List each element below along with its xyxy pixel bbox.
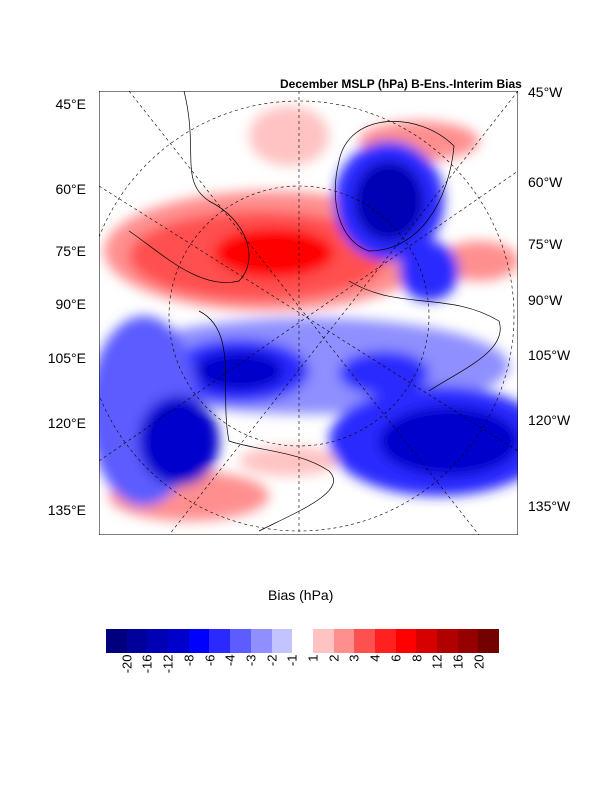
latitude-label-left: 135°E xyxy=(47,502,86,518)
latitude-label-left: 45°E xyxy=(55,96,86,112)
longitude-label-right: 90°W xyxy=(528,292,563,308)
latitude-label-left: 105°E xyxy=(47,350,86,366)
longitude-label-right: 75°W xyxy=(528,236,563,252)
colorbar-tick-label: -4 xyxy=(222,654,238,667)
latitude-label-left: 120°E xyxy=(47,415,86,431)
colorbar-swatch xyxy=(374,629,396,653)
colorbar-swatch xyxy=(292,629,313,653)
longitude-label-right: 105°W xyxy=(528,347,571,363)
colorbar-swatch xyxy=(437,629,458,653)
colorbar-swatch xyxy=(457,629,479,653)
colorbar-tick-label: -8 xyxy=(181,654,197,667)
colorbar-tick-label: 4 xyxy=(367,654,383,662)
colorbar-tick-label: 3 xyxy=(346,654,362,662)
colorbar-swatch xyxy=(395,629,417,653)
map-panel xyxy=(99,91,518,535)
colorbar-tick-label: 6 xyxy=(388,654,404,662)
colorbar-tick-label: 8 xyxy=(409,654,424,662)
colorbar-tick-label: 2 xyxy=(326,654,342,662)
colorbar-swatch xyxy=(168,629,189,653)
colorbar-tick-label: 20 xyxy=(471,654,487,669)
red-anomaly-core xyxy=(214,228,334,278)
colorbar-swatch xyxy=(250,629,272,653)
colorbar-tick-label: -16 xyxy=(139,654,155,674)
colorbar-tick-label: -3 xyxy=(243,654,259,667)
colorbar-tick-label: -2 xyxy=(264,654,280,667)
colorbar-tick-label: -12 xyxy=(160,654,176,674)
colorbar-tick-label: 12 xyxy=(429,654,445,669)
latitude-label-left: 90°E xyxy=(55,296,86,312)
longitude-label-right: 60°W xyxy=(528,174,563,190)
colorbar-swatch xyxy=(333,629,355,653)
colorbar xyxy=(106,629,500,653)
colorbar-swatch xyxy=(147,629,169,653)
colorbar-swatch xyxy=(354,629,375,653)
colorbar-swatch xyxy=(188,629,210,653)
colorbar-title: Bias (hPa) xyxy=(268,587,334,603)
colorbar-swatch xyxy=(271,629,293,653)
latitude-label-left: 75°E xyxy=(55,243,86,259)
colorbar-tick-label: -20 xyxy=(119,654,135,674)
colorbar-tick-label: -6 xyxy=(202,654,217,667)
longitude-label-right: 135°W xyxy=(528,498,571,514)
colorbar-swatch xyxy=(126,629,148,653)
longitude-label-right: 120°W xyxy=(528,412,571,428)
coastlines xyxy=(128,91,501,532)
colorbar-swatch xyxy=(230,629,251,653)
longitude-label-right: 45°W xyxy=(528,84,563,100)
colorbar-tick-label: 16 xyxy=(450,654,466,669)
colorbar-tick-label: -1 xyxy=(284,654,300,667)
colorbar-swatch xyxy=(209,629,231,653)
colorbar-tick-label: 1 xyxy=(305,654,321,662)
plot-title: December MSLP (hPa) B-Ens.-Interim Bias xyxy=(280,77,522,91)
colorbar-swatch xyxy=(106,629,127,653)
colorbar-swatch xyxy=(312,629,334,653)
latitude-label-left: 60°E xyxy=(55,181,86,197)
colorbar-swatch xyxy=(416,629,437,653)
graticule xyxy=(99,91,518,535)
colorbar-swatch xyxy=(478,629,500,653)
